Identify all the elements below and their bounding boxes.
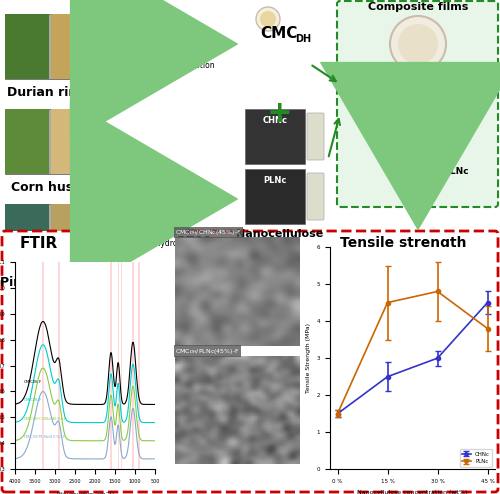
- Line: CMC$_{DH}$/PLNc(45%)-F: CMC$_{DH}$/PLNc(45%)-F: [15, 392, 155, 459]
- Bar: [110, 262, 112, 469]
- CMC$_{DH}$-F: [68, 419, 74, 425]
- Bar: [132, 262, 134, 469]
- CMC$_{DH}$-F: [68, 401, 74, 407]
- Bar: [42, 262, 43, 469]
- Text: CMC$_{DH}$-F: CMC$_{DH}$-F: [23, 397, 42, 405]
- Text: CHNc: CHNc: [262, 116, 287, 125]
- FancyBboxPatch shape: [5, 109, 49, 174]
- CMC$_{DH}$-F: [15, 418, 21, 424]
- CMC$_{DH}$/CHNc(45%)-F: [76, 438, 82, 444]
- CMC$_{DH}$-F: [76, 402, 82, 408]
- Text: CMC: CMC: [407, 76, 429, 85]
- Text: Step 1 : Alkali and
   bleaching treatments
Step 2 : Acid hydrolysis: Step 1 : Alkali and bleaching treatments…: [105, 214, 195, 248]
- Line: CMC$_{DH}$-F: CMC$_{DH}$-F: [15, 345, 155, 422]
- FancyBboxPatch shape: [307, 173, 324, 220]
- Line: CMC$_{DH}$/CHNc(45%)-F: CMC$_{DH}$/CHNc(45%)-F: [15, 368, 155, 441]
- X-axis label: Nanocellulose concentration (wt%): Nanocellulose concentration (wt%): [358, 490, 468, 494]
- CMC$_{DH}$/PLNc(45%)-F: [37, 393, 43, 399]
- FancyBboxPatch shape: [51, 14, 95, 79]
- Bar: [121, 262, 122, 469]
- FancyBboxPatch shape: [51, 109, 95, 174]
- FancyBboxPatch shape: [307, 113, 324, 160]
- FancyBboxPatch shape: [245, 169, 305, 224]
- FancyBboxPatch shape: [5, 109, 95, 174]
- FancyBboxPatch shape: [51, 204, 95, 269]
- CMC$_{DH}$/PLNc(45%)-F: [12, 455, 18, 461]
- Circle shape: [260, 11, 276, 27]
- Text: /PLNc: /PLNc: [440, 166, 468, 175]
- CMC$_{DH}$-F: [152, 419, 158, 425]
- Text: CMC: CMC: [260, 27, 298, 41]
- Text: PLNc: PLNc: [264, 176, 286, 185]
- Circle shape: [390, 106, 446, 162]
- CMC$_{DH}$-F: [84, 419, 90, 425]
- CMC$_{DH}$-F: [152, 402, 158, 408]
- Text: Pineapple leaf: Pineapple leaf: [0, 276, 100, 289]
- CMC$_{DH}$/CHNc(45%)-F: [15, 437, 21, 443]
- FancyBboxPatch shape: [5, 14, 49, 79]
- CMC$_{DH}$/PLNc(45%)-F: [84, 456, 90, 462]
- Legend: CHNc, PLNc: CHNc, PLNc: [460, 450, 492, 466]
- Text: Tensile strength: Tensile strength: [340, 236, 466, 250]
- Text: CMC: CMC: [407, 166, 429, 175]
- CMC$_{DH}$-F: [12, 401, 18, 407]
- Text: /CHNc: /CHNc: [440, 76, 470, 85]
- CMC$_{DH}$/PLNc(45%)-F: [68, 456, 74, 462]
- CMC$_{DH}$/PLNc(45%)-F: [15, 455, 21, 461]
- CMC$_{DH}$/CHNc(45%)-F: [37, 370, 43, 375]
- CMC$_{DH}$-F: [15, 400, 21, 406]
- CMC$_{DH}$/PLNc(45%)-F: [86, 456, 91, 462]
- CMC$_{DH}$/PLNc(45%)-F: [152, 456, 158, 462]
- CMC$_{DH}$/CHNc(45%)-F: [152, 438, 158, 444]
- CMC$_{DH}$/PLNc(45%)-F: [76, 456, 82, 462]
- Text: DH: DH: [432, 79, 442, 84]
- FancyBboxPatch shape: [5, 204, 49, 269]
- Line: CMC$_{DH}$-F: CMC$_{DH}$-F: [15, 322, 155, 405]
- CMC$_{DH}$/CHNc(45%)-F: [40, 365, 46, 371]
- X-axis label: Wavenumber (cm$^{-1}$): Wavenumber (cm$^{-1}$): [56, 490, 114, 494]
- CMC$_{DH}$-F: [37, 324, 43, 329]
- Circle shape: [398, 114, 438, 154]
- Text: CMC$_{DH}$/CHNc(45%)-F: CMC$_{DH}$/CHNc(45%)-F: [175, 228, 242, 237]
- Text: Nanocellulose: Nanocellulose: [236, 229, 324, 239]
- CMC$_{DH}$/CHNc(45%)-F: [12, 438, 18, 444]
- CMC$_{DH}$-F: [84, 402, 90, 408]
- Text: CMC$_{DH}$/CHNc(45%)-F: CMC$_{DH}$/CHNc(45%)-F: [23, 415, 68, 422]
- CMC$_{DH}$/PLNc(45%)-F: [40, 389, 46, 395]
- Text: +: +: [267, 99, 293, 128]
- CMC$_{DH}$/CHNc(45%)-F: [68, 438, 74, 444]
- Text: DH: DH: [432, 169, 442, 174]
- Bar: [118, 262, 119, 469]
- CMC$_{DH}$-F: [40, 319, 46, 325]
- CMC$_{DH}$-F: [40, 342, 46, 348]
- Circle shape: [390, 16, 446, 72]
- CMC$_{DH}$-F: [86, 402, 91, 408]
- CMC$_{DH}$-F: [86, 419, 91, 425]
- Circle shape: [256, 7, 280, 31]
- FancyBboxPatch shape: [2, 231, 498, 492]
- Text: CMC$_{DH}$/PLNc(45%)-F: CMC$_{DH}$/PLNc(45%)-F: [23, 433, 66, 441]
- Text: CMC$_{DH}$-F: CMC$_{DH}$-F: [23, 379, 42, 386]
- Text: CMC$_{DH}$/PLNc(45%)-F: CMC$_{DH}$/PLNc(45%)-F: [175, 347, 240, 356]
- CMC$_{DH}$-F: [12, 419, 18, 425]
- CMC$_{DH}$/CHNc(45%)-F: [84, 438, 90, 444]
- Text: SEM: SEM: [175, 236, 212, 251]
- FancyBboxPatch shape: [337, 1, 498, 207]
- CMC$_{DH}$-F: [76, 419, 82, 425]
- Text: Step 1 : Alkali and
   bleaching treatments
Step 2 : Carboxymethylation: Step 1 : Alkali and bleaching treatments…: [105, 36, 214, 70]
- CMC$_{DH}$/CHNc(45%)-F: [86, 438, 91, 444]
- CMC$_{DH}$-F: [37, 347, 43, 353]
- FancyBboxPatch shape: [245, 109, 305, 164]
- Y-axis label: Tensile Strength (MPa): Tensile Strength (MPa): [306, 323, 311, 393]
- FancyBboxPatch shape: [5, 204, 95, 269]
- Bar: [138, 262, 140, 469]
- FancyBboxPatch shape: [5, 14, 95, 79]
- Bar: [58, 262, 59, 469]
- Text: Durian rinds: Durian rinds: [7, 86, 93, 99]
- Text: Corn husks: Corn husks: [11, 181, 89, 194]
- Text: Composite films: Composite films: [368, 2, 468, 12]
- Text: FTIR: FTIR: [20, 236, 58, 251]
- Circle shape: [398, 24, 438, 64]
- Text: DH: DH: [295, 34, 311, 44]
